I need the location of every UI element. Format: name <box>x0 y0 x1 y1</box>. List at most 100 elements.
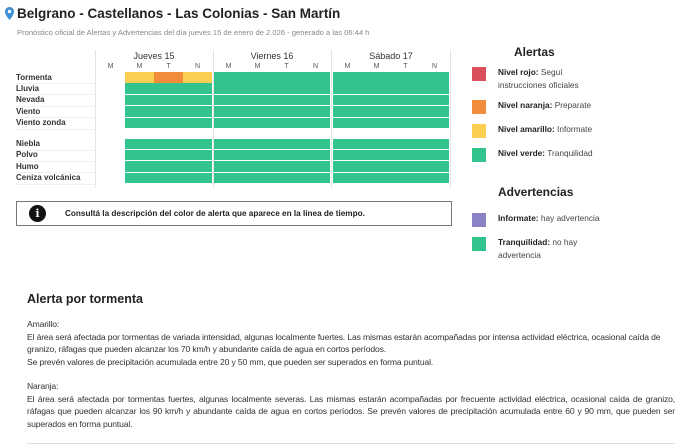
alert-cell-verde <box>333 94 363 106</box>
legend-item: Nivel naranja: Preparate <box>498 99 648 112</box>
slot-label: M <box>373 63 380 70</box>
alert-cell-verde <box>183 172 212 184</box>
slot-label: N <box>431 63 438 70</box>
slot-label: M <box>254 63 261 70</box>
alert-cell-verde <box>391 72 421 83</box>
amarillo-text-2: Se prevén valores de precipitación acumu… <box>27 356 434 367</box>
legend-alertas-title: Alertas <box>514 45 555 59</box>
alert-cell-verde <box>301 72 330 83</box>
alert-cell-verde <box>272 172 302 184</box>
legend-item-desc: Informate <box>554 124 593 134</box>
alert-cell-verde <box>214 161 244 172</box>
row-label-tormenta: Tormenta <box>16 72 52 82</box>
row-label-nevada: Nevada <box>16 95 45 105</box>
row-divider <box>16 172 96 174</box>
alert-cell-verde <box>214 117 244 129</box>
alert-cell-verde <box>154 106 184 117</box>
alert-cell-verde <box>272 117 302 129</box>
row-divider <box>16 83 96 84</box>
alert-cell-verde <box>183 161 212 172</box>
naranja-text: El área será afectada por tormentas fuer… <box>27 393 675 429</box>
alert-cell-verde <box>243 117 273 129</box>
alert-cell-amarillo <box>125 72 155 83</box>
row-label-viento-zonda: Viento zonda <box>16 118 66 128</box>
slot-label: M <box>136 63 143 70</box>
legend-item: Tranquilidad: no hay advertencia <box>498 236 598 262</box>
row-label-ceniza-volcánica: Ceniza volcánica <box>16 173 81 183</box>
alert-cell-verde <box>214 172 244 184</box>
alert-cell-verde <box>391 138 421 149</box>
alert-cell-verde <box>272 72 302 83</box>
legend-swatch-verde <box>472 237 486 251</box>
legend-item-desc: no hay advertencia <box>498 237 578 260</box>
timeline-divider <box>213 50 214 188</box>
legend-swatch-verde <box>472 148 486 162</box>
legend-item: Nivel verde: Tranquilidad <box>498 147 648 160</box>
alert-cell-verde <box>391 149 421 161</box>
row-divider <box>16 160 96 162</box>
alert-cell-verde <box>333 83 363 94</box>
alert-cell-verde <box>391 161 421 172</box>
page-subtitle: Pronóstico oficial de Alertas y Adverten… <box>17 28 370 37</box>
alert-cell-verde <box>183 138 212 149</box>
row-divider <box>16 149 96 151</box>
location-pin-icon <box>5 7 14 20</box>
slot-label: M <box>344 63 351 70</box>
info-icon: i <box>29 205 46 222</box>
alert-cell-verde <box>272 106 302 117</box>
legend-advertencias-title: Advertencias <box>498 185 574 199</box>
alert-cell-verde <box>183 83 212 94</box>
alert-cell-verde <box>420 117 449 129</box>
row-label-lluvia: Lluvia <box>16 83 40 93</box>
legend-item: Nivel amarillo: Informate <box>498 123 648 136</box>
alert-cell-verde <box>420 138 449 149</box>
legend-item-level: Tranquilidad: <box>498 237 551 247</box>
alert-cell-verde <box>420 94 449 106</box>
row-divider <box>16 105 96 107</box>
alert-cell-verde <box>301 172 330 184</box>
legend-item-level: Nivel verde: <box>498 148 546 158</box>
legend-item-level: Nivel rojo: <box>498 67 539 77</box>
alert-cell-verde <box>420 106 449 117</box>
legend-swatch-rojo <box>472 67 486 81</box>
alert-cell-verde <box>272 83 302 94</box>
alert-cell-verde <box>301 138 330 149</box>
alert-cell-verde <box>420 149 449 161</box>
alert-cell-verde <box>125 117 155 129</box>
slot-label: T <box>403 63 408 70</box>
day-header: Sábado 17 <box>369 51 413 61</box>
alert-cell-verde <box>243 149 273 161</box>
page-title: Belgrano - Castellanos - Las Colonias - … <box>17 6 341 21</box>
alert-cell-verde <box>333 117 363 129</box>
alert-cell-verde <box>362 149 392 161</box>
row-divider <box>16 128 96 130</box>
alert-cell-verde <box>420 172 449 184</box>
slot-label: T <box>284 63 289 70</box>
alert-cell-naranja <box>154 72 184 83</box>
section-title: Alerta por tormenta <box>27 292 143 306</box>
alert-cell-verde <box>362 72 392 83</box>
alert-cell-verde <box>183 94 212 106</box>
alert-cell-verde <box>243 106 273 117</box>
alert-cell-verde <box>154 94 184 106</box>
alert-cell-verde <box>125 106 155 117</box>
alert-cell-verde <box>154 83 184 94</box>
legend-item-desc: Seguí instrucciones oficiales <box>498 67 579 90</box>
legend-swatch-violeta <box>472 213 486 227</box>
naranja-label: Naranja: <box>27 381 59 391</box>
alert-cell-amarillo <box>183 72 212 83</box>
alert-cell-verde <box>420 161 449 172</box>
alert-cell-verde <box>391 106 421 117</box>
alert-cell-verde <box>183 106 212 117</box>
legend-item-level: Informate: <box>498 213 539 223</box>
row-divider <box>16 94 96 96</box>
alert-cell-verde <box>183 117 212 129</box>
alert-cell-verde <box>391 94 421 106</box>
alert-cell-verde <box>243 138 273 149</box>
alert-cell-verde <box>154 161 184 172</box>
slot-label: T <box>166 63 171 70</box>
alert-cell-verde <box>391 83 421 94</box>
alert-cell-verde <box>243 94 273 106</box>
alert-cell-verde <box>183 149 212 161</box>
day-header: Viernes 16 <box>250 51 294 61</box>
